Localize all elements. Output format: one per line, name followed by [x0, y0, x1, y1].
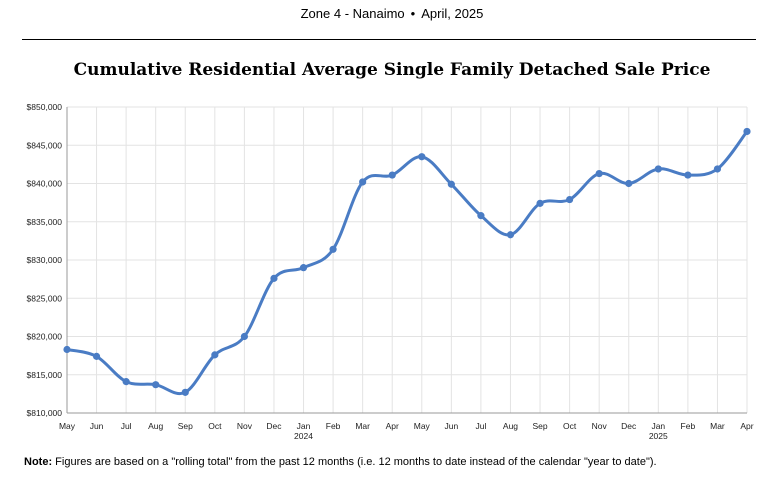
x-tick-label: Nov	[592, 421, 608, 431]
data-point	[359, 178, 367, 186]
header-divider	[22, 39, 756, 40]
x-tick-label: Dec	[621, 421, 637, 431]
footnote-text: Figures are based on a "rolling total" f…	[55, 456, 657, 468]
data-point	[122, 378, 130, 386]
data-point	[240, 332, 248, 341]
data-point	[152, 381, 160, 389]
y-tick-label: $850,000	[27, 102, 63, 112]
data-point	[743, 127, 751, 136]
y-tick-label: $835,000	[27, 217, 63, 227]
gridlines	[66, 106, 748, 414]
period-label: April, 2025	[421, 6, 484, 21]
x-tick-label: Jul	[475, 421, 486, 431]
x-tick-label: Jul	[121, 421, 132, 431]
data-point	[63, 345, 71, 354]
data-point	[92, 352, 101, 360]
x-tick-label: Jun	[444, 421, 458, 431]
data-point	[418, 153, 426, 161]
x-tick-label: Aug	[503, 421, 518, 431]
x-tick-label: Oct	[563, 421, 577, 431]
header-separator: •	[410, 6, 416, 21]
data-point	[388, 171, 396, 179]
y-tick-label: $815,000	[27, 370, 63, 380]
x-tick-label: Dec	[266, 421, 282, 431]
y-tick-label: $845,000	[27, 140, 63, 150]
series-layer	[63, 127, 751, 396]
data-point	[684, 171, 692, 179]
data-point	[713, 165, 722, 173]
tick-labels: $810,000 $815,000 $820,000 $825,000 $830,000…	[27, 102, 754, 441]
x-tick-label: Feb	[681, 421, 696, 431]
data-point	[447, 180, 455, 188]
x-year-label: 2024	[294, 431, 313, 441]
x-tick-label: Jan	[297, 421, 311, 431]
report-header: Zone 4 - Nanaimo • April, 2025	[0, 6, 784, 21]
axes	[66, 107, 747, 414]
x-tick-label: Nov	[237, 421, 253, 431]
data-point	[329, 245, 337, 253]
x-year-label: 2025	[649, 431, 668, 441]
y-tick-label: $810,000	[27, 408, 63, 418]
footnote: Note: Figures are based on a "rolling to…	[24, 456, 657, 468]
data-point	[181, 388, 189, 396]
y-tick-label: $830,000	[27, 255, 63, 265]
data-point	[299, 264, 308, 272]
y-tick-label: $840,000	[27, 179, 63, 189]
y-tick-label: $825,000	[27, 293, 63, 303]
x-tick-label: Sep	[178, 421, 193, 431]
x-tick-label: Mar	[710, 421, 725, 431]
x-tick-label: Apr	[386, 421, 399, 431]
data-point	[595, 169, 603, 178]
x-tick-label: May	[59, 421, 76, 431]
data-point	[211, 351, 219, 359]
x-tick-label: Mar	[355, 421, 370, 431]
data-point	[625, 179, 633, 188]
x-tick-label: Jun	[90, 421, 104, 431]
y-tick-label: $820,000	[27, 332, 63, 342]
x-tick-label: May	[414, 421, 431, 431]
data-point	[536, 199, 544, 207]
data-point	[654, 165, 662, 173]
x-tick-label: Jan	[651, 421, 665, 431]
data-point	[270, 274, 278, 282]
x-tick-label: Aug	[148, 421, 163, 431]
x-tick-label: Oct	[208, 421, 222, 431]
region-label: Zone 4 - Nanaimo	[300, 6, 405, 21]
x-tick-label: Apr	[740, 421, 753, 431]
x-tick-label: Feb	[326, 421, 341, 431]
data-point	[566, 195, 574, 204]
footnote-label: Note:	[24, 456, 53, 468]
data-point	[506, 231, 515, 239]
chart-title: Cumulative Residential Average Single Fa…	[73, 60, 711, 80]
data-point	[477, 212, 485, 220]
x-tick-label: Sep	[532, 421, 547, 431]
series-line	[65, 129, 749, 396]
